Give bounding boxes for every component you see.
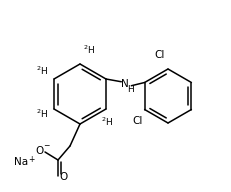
Text: −: − — [43, 142, 49, 151]
Text: O: O — [36, 146, 44, 156]
Text: Cl: Cl — [154, 50, 164, 60]
Text: Cl: Cl — [133, 116, 143, 126]
Text: H: H — [127, 85, 134, 94]
Text: $^2$H: $^2$H — [36, 65, 48, 77]
Text: N: N — [122, 79, 129, 89]
Text: +: + — [28, 155, 34, 164]
Text: O: O — [59, 172, 67, 182]
Text: Na: Na — [14, 157, 28, 167]
Text: $^2$H: $^2$H — [83, 44, 95, 56]
Text: $^2$H: $^2$H — [101, 116, 113, 128]
Text: $^2$H: $^2$H — [36, 108, 48, 120]
